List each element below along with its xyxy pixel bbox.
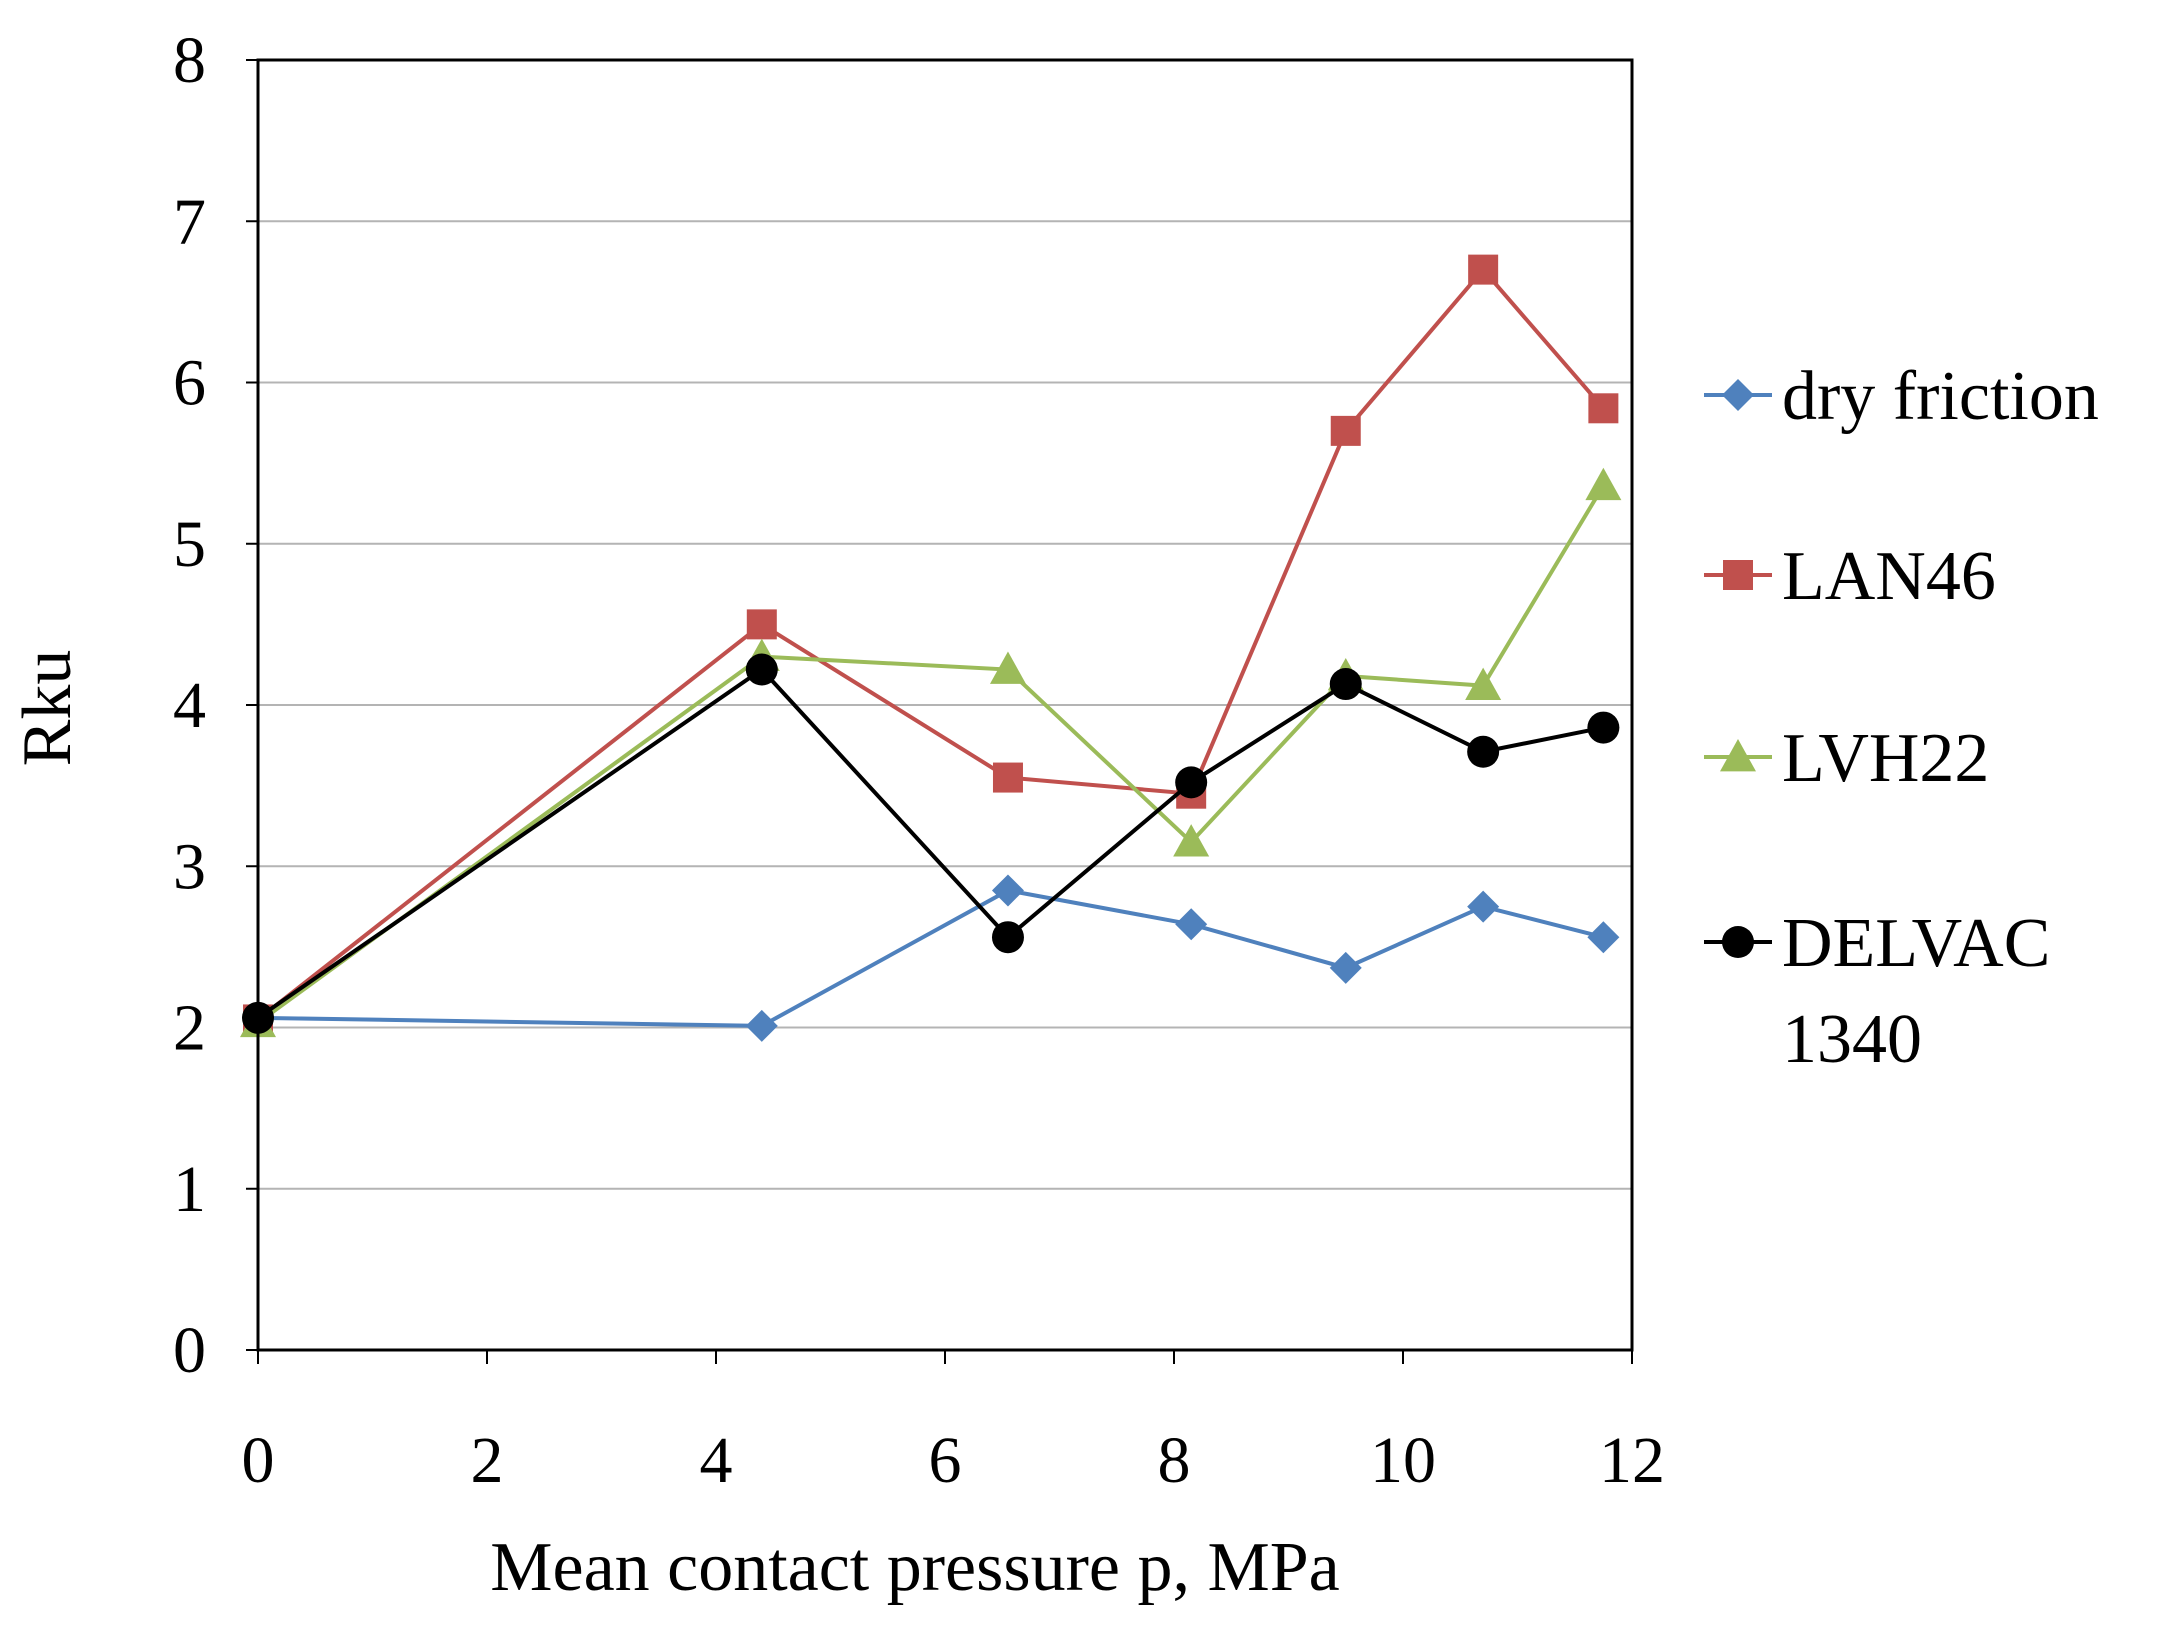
data-point-delvac-1340-5 xyxy=(1467,735,1500,768)
legend-item-lvh22: LVH22 xyxy=(1704,720,1989,797)
legend-marker-dry-friction xyxy=(1722,379,1754,411)
y-axis-title: Rku xyxy=(9,650,86,767)
y-tick-label-7: 7 xyxy=(173,185,206,258)
legend-label-lan46: LAN46 xyxy=(1782,538,1996,615)
data-point-lan46-5 xyxy=(1468,254,1499,285)
series-lan46 xyxy=(243,254,1619,1035)
data-point-dry-friction-6 xyxy=(1587,921,1620,954)
data-point-lvh22-2 xyxy=(989,651,1026,684)
y-tick-label-8: 8 xyxy=(173,24,206,97)
legend-label-delvac-1340-0: DELVAC xyxy=(1782,905,2050,982)
x-tick-label-6: 6 xyxy=(929,1424,962,1497)
x-tick-label-4: 4 xyxy=(700,1424,733,1497)
legend-marker-lan46 xyxy=(1723,560,1753,590)
y-tick-label-4: 4 xyxy=(173,669,206,742)
data-point-lvh22-3 xyxy=(1173,824,1210,857)
legend-marker-lvh22 xyxy=(1720,739,1756,772)
series-layer xyxy=(240,254,1622,1042)
data-point-lvh22-5 xyxy=(1465,667,1502,701)
data-point-lan46-6 xyxy=(1588,393,1619,424)
series-delvac-1340 xyxy=(242,653,1620,1034)
data-point-dry-friction-3 xyxy=(1175,908,1208,941)
y-tick-label-0: 0 xyxy=(173,1314,206,1387)
x-tick-label-12: 12 xyxy=(1599,1424,1665,1497)
legend-item-dry-friction: dry friction xyxy=(1704,358,2099,435)
data-point-dry-friction-1 xyxy=(745,1009,778,1042)
series-lvh22 xyxy=(240,467,1622,1038)
x-axis-title: Mean contact pressure p, MPa xyxy=(490,1529,1339,1606)
x-tick-label-8: 8 xyxy=(1158,1424,1191,1497)
legend-item-delvac-1340: DELVAC 1340 xyxy=(1704,905,2050,1078)
x-tick-label-0: 0 xyxy=(242,1424,275,1497)
x-tick-label-10: 10 xyxy=(1370,1424,1436,1497)
y-tick-label-2: 2 xyxy=(173,992,206,1065)
data-point-lvh22-6 xyxy=(1585,467,1622,501)
legend-item-lan46: LAN46 xyxy=(1704,538,1996,615)
y-tick-label-3: 3 xyxy=(173,830,206,903)
data-point-lan46-1 xyxy=(746,609,777,640)
data-point-dry-friction-5 xyxy=(1467,890,1500,923)
data-point-delvac-1340-1 xyxy=(745,653,778,686)
data-point-lan46-4 xyxy=(1330,415,1361,446)
data-point-delvac-1340-3 xyxy=(1175,766,1208,799)
y-tick-label-5: 5 xyxy=(173,508,206,581)
series-line-delvac-1340 xyxy=(256,666,1604,1020)
plot-frame xyxy=(256,58,1634,1352)
legend-label-lvh22: LVH22 xyxy=(1782,720,1989,797)
axes xyxy=(246,58,1634,1364)
legend-label-dry-friction: dry friction xyxy=(1782,358,2099,435)
x-tick-label-2: 2 xyxy=(471,1424,504,1497)
y-tick-label-1: 1 xyxy=(173,1153,206,1226)
legend-marker-delvac-1340 xyxy=(1722,926,1754,958)
series-line-dry-friction xyxy=(257,888,1604,1028)
data-point-delvac-1340-4 xyxy=(1329,668,1362,701)
data-point-delvac-1340-6 xyxy=(1587,711,1620,744)
y-tick-label-6: 6 xyxy=(173,347,206,420)
legend: dry friction LAN46 LVH22 DELVAC 1340 xyxy=(1704,358,2099,1078)
legend-label-delvac-1340-1: 1340 xyxy=(1782,1001,1922,1078)
data-point-dry-friction-2 xyxy=(991,874,1024,907)
data-point-dry-friction-4 xyxy=(1329,951,1362,984)
series-dry-friction xyxy=(242,874,1620,1042)
data-point-lan46-2 xyxy=(992,762,1023,793)
data-point-delvac-1340-2 xyxy=(991,921,1024,954)
